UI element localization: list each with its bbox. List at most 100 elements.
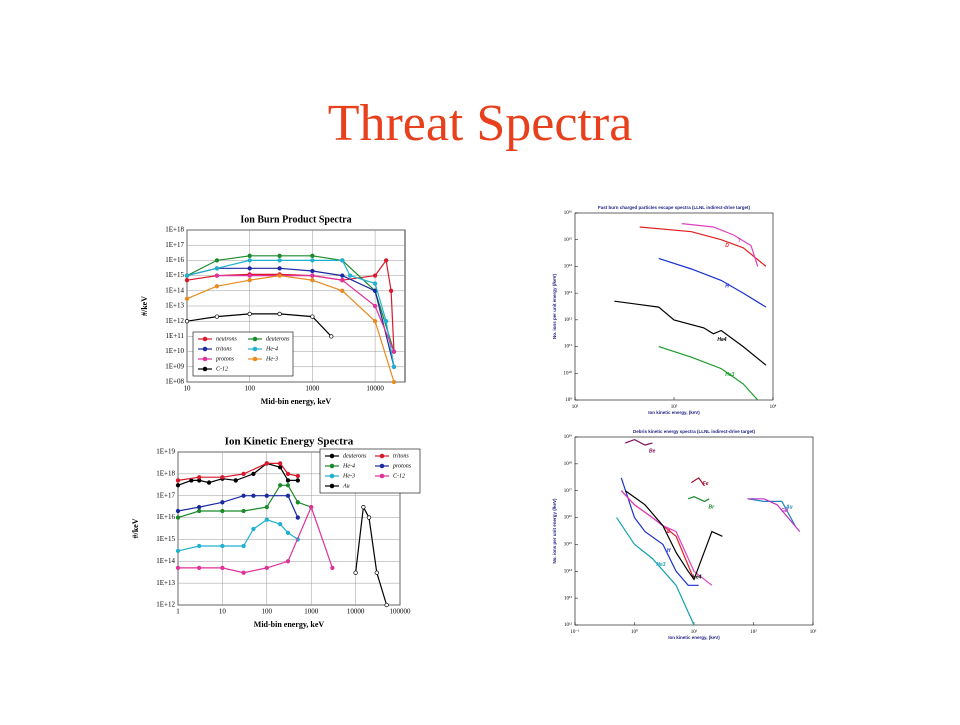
x-tick-label: 10⁻¹ <box>570 629 580 635</box>
y-tick-label: 10¹⁴ <box>564 568 572 574</box>
data-point <box>309 504 314 510</box>
legend-label: protons <box>215 356 235 362</box>
legend-label: He-4 <box>265 345 278 352</box>
data-point <box>285 483 291 488</box>
data-point <box>277 253 282 258</box>
data-point <box>340 273 345 278</box>
data-point <box>220 475 225 480</box>
y-tick-label: 10¹⁰ <box>563 370 572 376</box>
data-point <box>372 281 378 286</box>
data-point <box>175 565 181 571</box>
y-tick-label: 10¹⁶ <box>564 210 572 216</box>
data-point <box>330 565 335 571</box>
data-point <box>278 522 283 527</box>
data-point <box>220 565 225 571</box>
data-point <box>220 543 225 549</box>
series-line <box>625 438 653 446</box>
legend-marker <box>329 453 335 459</box>
series-line <box>687 496 710 503</box>
legend-marker <box>252 336 258 342</box>
y-tick-label: 1E+17 <box>156 491 175 499</box>
series-label: Au <box>785 505 793 511</box>
x-axis-label: Mid-bin energy, keV <box>254 620 325 629</box>
legend-label: He-3 <box>342 473 355 479</box>
x-tick-label: 100 <box>244 385 255 393</box>
y-tick-label: 10¹³ <box>564 290 572 296</box>
data-point <box>197 475 202 480</box>
x-tick-label: 100 <box>262 608 273 616</box>
data-point <box>310 273 315 278</box>
data-point <box>247 278 252 283</box>
legend-marker <box>202 366 208 372</box>
y-tick-label: 10¹⁶ <box>564 515 572 521</box>
y-tick-label: 1E+09 <box>165 362 184 370</box>
series-label: He4 <box>717 337 726 343</box>
data-point <box>241 493 246 498</box>
y-tick-label: 10¹⁷ <box>564 488 572 494</box>
series-label: H <box>667 548 671 554</box>
series-line <box>186 313 332 337</box>
legend-marker <box>379 473 385 479</box>
data-point <box>184 278 190 283</box>
series-line <box>747 498 801 532</box>
data-point <box>285 530 291 535</box>
data-point <box>310 268 315 274</box>
chart-title: Ion Kinetic Energy Spectra <box>225 436 354 448</box>
series-line <box>216 275 395 352</box>
data-point <box>175 483 181 488</box>
y-tick-label: 1E+18 <box>156 469 175 477</box>
x-tick-label: 10² <box>572 404 579 410</box>
y-tick-label: 1E+19 <box>156 448 175 456</box>
data-point <box>285 493 291 498</box>
y-tick-label: 1E+11 <box>166 332 185 340</box>
series-label: H <box>725 284 729 290</box>
data-point <box>383 258 389 263</box>
data-point <box>295 478 300 483</box>
data-point <box>214 258 220 263</box>
data-point <box>241 471 246 477</box>
data-point <box>285 478 291 483</box>
legend-marker <box>252 346 258 352</box>
x-axis-label: Ion kinetic energy, (keV) <box>668 635 720 640</box>
y-axis-label: No. ions per unit energy (/keV) <box>552 498 557 564</box>
data-point <box>264 461 269 466</box>
x-tick-label: 10⁴ <box>770 404 777 410</box>
data-point <box>220 500 225 505</box>
data-point <box>214 314 220 319</box>
data-point <box>251 493 256 498</box>
data-point <box>285 559 291 564</box>
data-point <box>251 471 256 477</box>
series-line <box>178 505 333 574</box>
y-tick-label: 1E+17 <box>165 241 184 249</box>
series-line <box>177 495 299 518</box>
data-point <box>184 296 190 301</box>
y-tick-label: 10¹² <box>564 317 572 323</box>
data-point <box>310 253 315 258</box>
y-tick-label: 1E+12 <box>165 317 184 325</box>
data-point <box>372 303 378 309</box>
data-point <box>251 526 256 532</box>
data-point <box>384 602 389 608</box>
x-axis-label: Mid-bin energy, keV <box>261 397 332 406</box>
legend-marker <box>202 336 208 342</box>
data-point <box>372 273 378 278</box>
y-axis-label: No. ions per unit energy (/keV) <box>552 273 557 339</box>
legend-marker <box>329 483 335 489</box>
x-tick-label: 10¹ <box>691 629 698 635</box>
data-point <box>220 508 225 514</box>
series-line <box>690 477 705 487</box>
series-line <box>186 255 395 352</box>
legend-marker <box>379 463 385 469</box>
data-point <box>366 515 372 520</box>
legend-marker <box>329 473 335 479</box>
y-tick-label: 1E+15 <box>156 535 175 543</box>
data-point <box>197 543 202 549</box>
x-tick-label: 100000 <box>390 608 412 616</box>
legend-marker <box>329 463 335 469</box>
data-point <box>388 288 394 293</box>
y-tick-label: 10¹¹ <box>564 344 572 350</box>
chart-title: Debris kinetic energy spectra (LLNL indi… <box>633 429 755 434</box>
data-point <box>277 258 282 263</box>
